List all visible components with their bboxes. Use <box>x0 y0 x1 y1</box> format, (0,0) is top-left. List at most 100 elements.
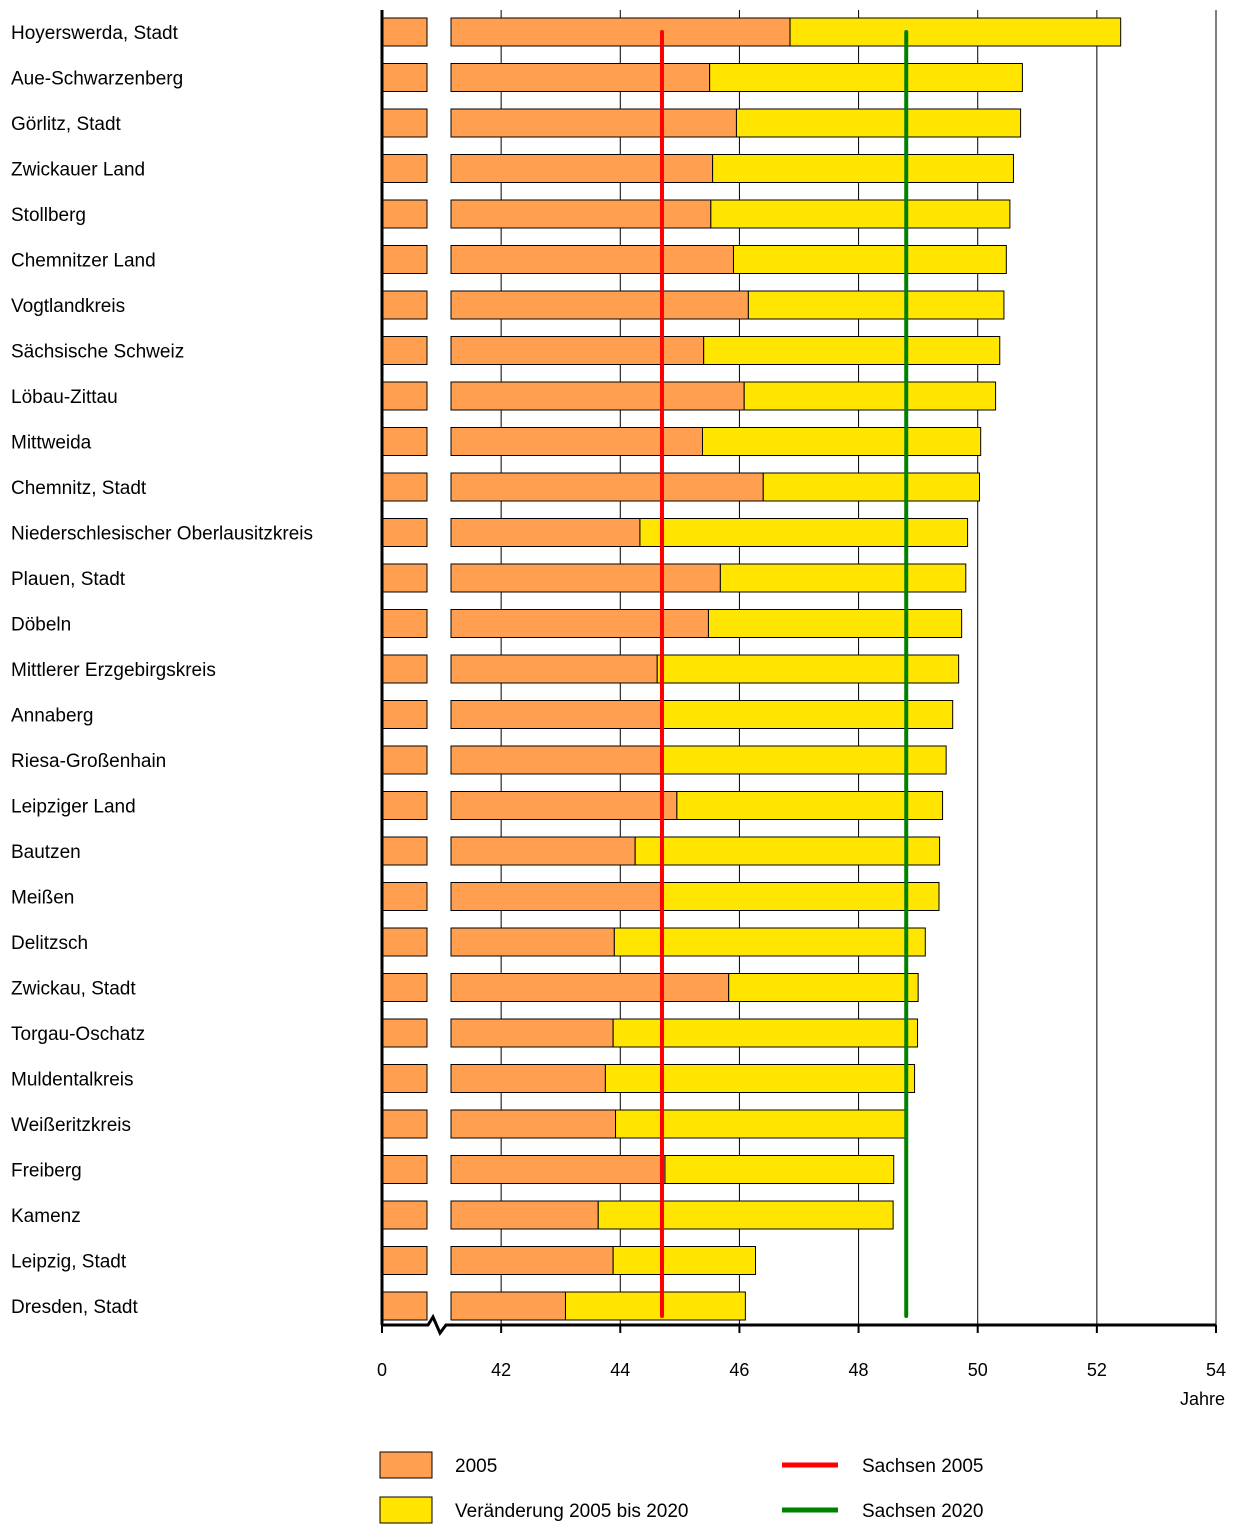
bar-2005 <box>450 1064 606 1093</box>
x-tick-label: 0 <box>377 1360 387 1380</box>
category-label: Riesa-Großenhain <box>11 751 166 772</box>
bar-2005-stub <box>381 1109 428 1139</box>
bar-2005 <box>450 245 734 274</box>
bar-2005 <box>450 745 664 775</box>
bar-change-2005-2020 <box>712 154 1014 183</box>
x-tick-label: 42 <box>491 1360 511 1380</box>
category-label: Delitzsch <box>11 933 88 954</box>
bar-change-2005-2020 <box>789 17 1122 47</box>
bar-2005 <box>450 563 721 593</box>
bar-change-2005-2020 <box>701 427 982 456</box>
bar-change-2005-2020 <box>707 609 963 638</box>
x-tick-label: 48 <box>849 1360 869 1380</box>
reference-lines <box>659 30 909 1318</box>
bar-2005-stub <box>381 745 428 775</box>
bar-change-2005-2020 <box>664 1155 895 1184</box>
bar-change-2005-2020 <box>564 1291 746 1321</box>
bar-2005-stub <box>381 108 428 138</box>
category-label: Mittlerer Erzgebirgskreis <box>11 660 216 681</box>
bar-change-2005-2020 <box>709 63 1023 92</box>
legend-label: Veränderung 2005 bis 2020 <box>455 1501 688 1522</box>
category-label: Vogtlandkreis <box>11 296 125 317</box>
category-label: Leipzig, Stadt <box>11 1252 127 1273</box>
legend-label: Sachsen 2005 <box>862 1456 984 1477</box>
bar-2005-stub <box>381 472 428 502</box>
x-axis-label: Jahre <box>1180 1389 1225 1409</box>
x-tick-label: 54 <box>1206 1360 1226 1380</box>
category-labels: Hoyerswerda, Stadt Aue-Schwarzenberg Görli… <box>11 23 313 1318</box>
bar-2005-stub <box>381 609 428 638</box>
bar-change-2005-2020 <box>728 973 919 1002</box>
bar-2005-stub <box>381 63 428 92</box>
category-label: Torgau-Oschatz <box>11 1024 145 1045</box>
x-tick-label: 50 <box>968 1360 988 1380</box>
bar-2005-stub <box>381 1291 428 1321</box>
bar-2005 <box>450 290 749 320</box>
x-axis <box>380 10 1217 1336</box>
bar-2005 <box>450 882 664 911</box>
bar-2005-stub <box>381 290 428 320</box>
bar-2005-stub <box>381 973 428 1002</box>
bar-2005 <box>450 199 712 229</box>
x-tick-label: 52 <box>1087 1360 1107 1380</box>
bar-2005 <box>450 1200 599 1230</box>
bar-2005 <box>450 791 678 820</box>
bars <box>381 17 1122 1321</box>
bar-2005 <box>450 63 711 92</box>
bar-2005-stub <box>381 381 428 411</box>
bar-2005 <box>450 336 705 365</box>
category-label: Niederschlesischer Oberlausitzkreis <box>11 524 313 545</box>
bar-change-2005-2020 <box>612 1246 757 1275</box>
bar-2005-stub <box>381 927 428 957</box>
bar-change-2005-2020 <box>634 836 941 866</box>
bar-2005 <box>450 973 730 1002</box>
bar-2005-stub <box>381 199 428 229</box>
bar-change-2005-2020 <box>747 290 1005 320</box>
category-label: Chemnitzer Land <box>11 251 156 272</box>
legend-swatch <box>379 1496 433 1524</box>
bar-2005 <box>450 17 791 47</box>
legend: 2005 Veränderung 2005 bis 2020 Sachsen 200… <box>379 1451 984 1524</box>
bar-2005-stub <box>381 17 428 47</box>
bar-change-2005-2020 <box>735 108 1022 138</box>
bar-change-2005-2020 <box>719 563 967 593</box>
category-label: Zwickauer Land <box>11 160 145 181</box>
bar-2005-stub <box>381 700 428 729</box>
category-label: Freiberg <box>11 1161 82 1182</box>
category-label: Leipziger Land <box>11 797 136 818</box>
category-label: Sächsische Schweiz <box>11 342 184 363</box>
legend-label: Sachsen 2020 <box>862 1501 984 1522</box>
bar-2005 <box>450 1246 614 1275</box>
category-label: Kamenz <box>11 1206 81 1227</box>
bar-change-2005-2020 <box>656 654 960 684</box>
bar-change-2005-2020 <box>639 518 969 547</box>
category-label: Hoyerswerda, Stadt <box>11 23 179 44</box>
category-label: Annaberg <box>11 706 93 727</box>
bar-2005 <box>450 427 703 456</box>
bar-2005 <box>450 108 737 138</box>
category-label: Muldentalkreis <box>11 1070 134 1091</box>
bar-2005-stub <box>381 1018 428 1048</box>
x-axis-line-with-break <box>382 1313 1216 1336</box>
bar-2005 <box>450 1155 666 1184</box>
bar-2005 <box>450 700 664 729</box>
bar-2005-stub <box>381 245 428 274</box>
category-label: Zwickau, Stadt <box>11 979 136 1000</box>
x-tick-label: 46 <box>729 1360 749 1380</box>
bar-change-2005-2020 <box>612 1018 919 1048</box>
category-label: Plauen, Stadt <box>11 569 126 590</box>
bar-change-2005-2020 <box>615 1109 906 1139</box>
category-label: Chemnitz, Stadt <box>11 478 147 499</box>
bar-2005 <box>450 1291 566 1321</box>
bar-change-2005-2020 <box>597 1200 894 1230</box>
bar-2005-stub <box>381 427 428 456</box>
category-label: Mittweida <box>11 433 92 454</box>
bar-change-2005-2020 <box>662 700 954 729</box>
bar-change-2005-2020 <box>710 199 1011 229</box>
bar-2005 <box>450 654 658 684</box>
category-label: Stollberg <box>11 205 86 226</box>
legend-label: 2005 <box>455 1456 497 1477</box>
bar-2005-stub <box>381 1246 428 1275</box>
bar-2005-stub <box>381 336 428 365</box>
